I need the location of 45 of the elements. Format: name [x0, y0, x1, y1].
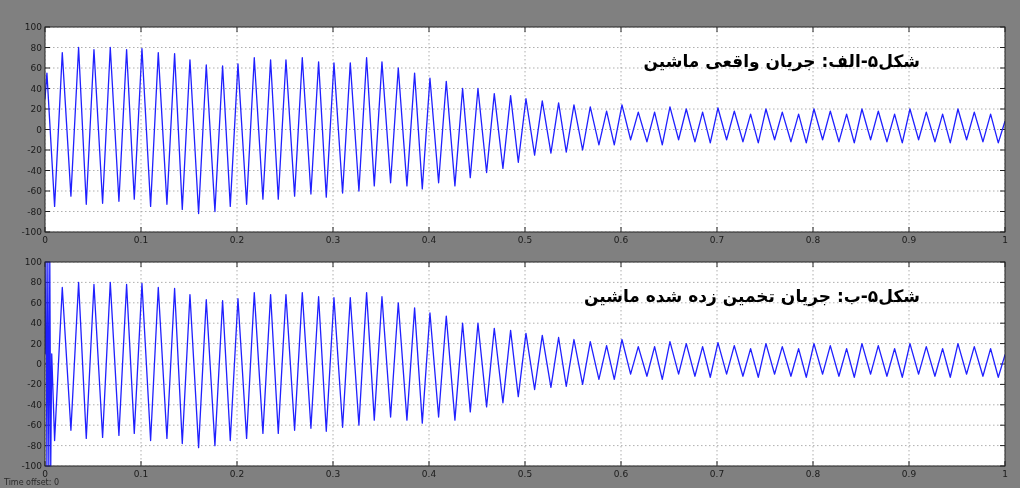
y-tick-label: -100 [21, 461, 43, 471]
y-tick-label: 0 [36, 359, 43, 369]
x-tick-label: 0.9 [901, 235, 917, 245]
x-tick-label: 0.6 [613, 235, 629, 245]
y-tick-label: -80 [27, 440, 43, 451]
y-tick-label: -80 [27, 206, 43, 217]
y-tick-label: -100 [21, 227, 43, 237]
y-tick-label: 100 [24, 257, 43, 267]
y-tick-label: 100 [24, 22, 43, 32]
y-tick-label: 60 [30, 63, 43, 73]
y-tick-label: 80 [30, 277, 43, 288]
x-tick-label: 0.4 [421, 469, 437, 479]
y-tick-label: 40 [30, 318, 43, 329]
x-tick-label: 0.5 [517, 469, 533, 479]
y-tick-label: -20 [27, 379, 43, 390]
y-tick-label: -40 [27, 165, 43, 176]
y-tick-label: -60 [27, 186, 43, 196]
y-tick-label: 80 [30, 42, 43, 53]
x-tick-label: 0.5 [517, 235, 533, 245]
x-tick-label: 0.6 [613, 469, 629, 479]
y-tick-label: 20 [30, 104, 43, 114]
text: شکل۵-ب: جریان تخمین زده شده ماشین [583, 286, 920, 307]
x-tick-label: 0.3 [325, 469, 341, 479]
x-tick-label: 0.8 [805, 469, 821, 479]
text: شکل۵-الف: جریان واقعی ماشین [643, 51, 920, 72]
x-tick-label: 1 [1002, 469, 1008, 479]
y-tick-label: 20 [30, 338, 43, 349]
x-tick-label: 0.7 [709, 235, 725, 245]
x-tick-label: 0.1 [133, 469, 149, 479]
x-tick-label: 0.2 [229, 235, 245, 245]
y-tick-label: 0 [36, 124, 43, 135]
text: Time offset: 0 [3, 478, 60, 487]
x-tick-label: 0.2 [229, 469, 245, 479]
y-tick-label: -20 [27, 145, 43, 155]
x-tick-label: 0.8 [805, 235, 821, 245]
x-tick-label: 0.1 [133, 235, 149, 245]
y-tick-label: -60 [27, 420, 43, 431]
x-tick-label: 0.4 [421, 235, 437, 245]
y-tick-label: -40 [27, 399, 43, 410]
y-tick-label: 60 [30, 297, 43, 308]
y-tick-label: 40 [30, 83, 43, 94]
x-tick-label: 0.3 [325, 235, 341, 245]
x-tick-label: 0.7 [709, 469, 725, 479]
x-tick-label: 0.9 [901, 469, 917, 479]
x-tick-label: 1 [1002, 235, 1008, 245]
